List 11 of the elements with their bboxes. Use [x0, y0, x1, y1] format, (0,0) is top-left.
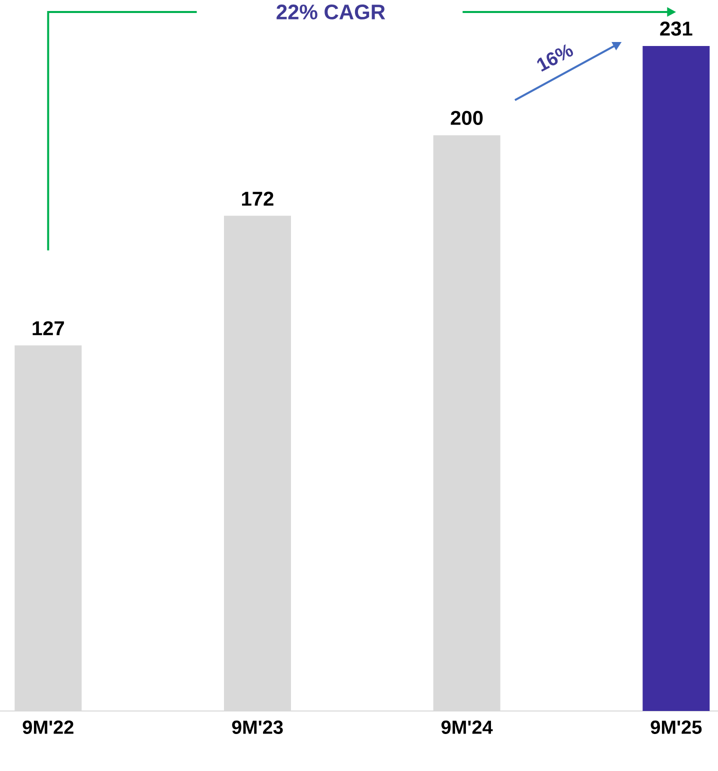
- x-tick-label: 9M'23: [232, 720, 283, 734]
- x-tick-label: 9M'22: [22, 720, 74, 734]
- data-label: 200: [450, 110, 483, 125]
- data-label: 172: [242, 192, 274, 206]
- data-label: 231: [660, 22, 692, 36]
- bar: [642, 46, 710, 711]
- x-tick-label: 9M'24: [441, 720, 493, 734]
- text: 22% CAGR: [276, 4, 386, 20]
- x-tick-label: 9M'25: [650, 720, 702, 734]
- data-label: 127: [32, 321, 64, 336]
- annotation: 16%: [537, 44, 573, 72]
